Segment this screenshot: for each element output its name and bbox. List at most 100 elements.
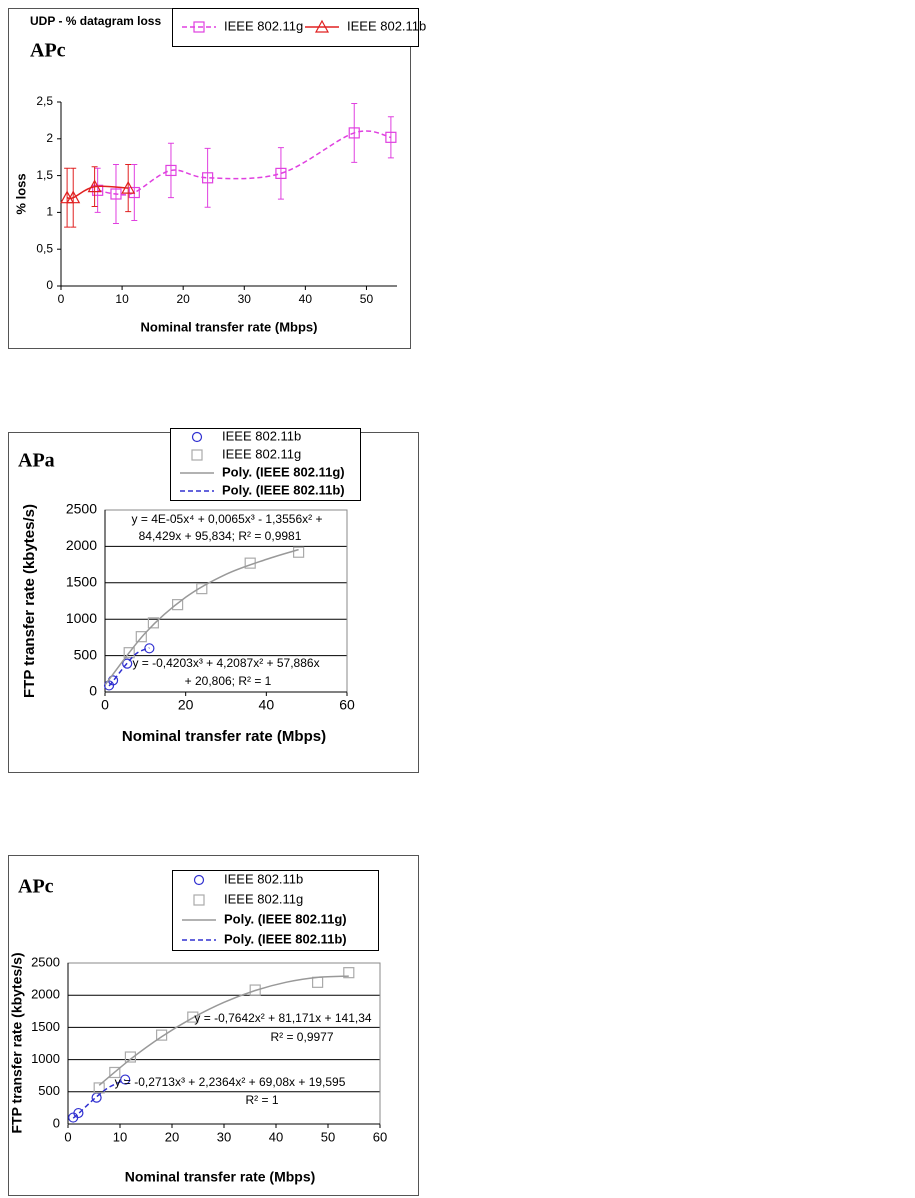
marker-circle [144,643,155,654]
legend-label: IEEE 802.11b [347,18,426,33]
error-bar [125,164,132,213]
legend-label: Poly. (IEEE 802.11g) [222,464,345,479]
marker-square [202,172,214,184]
y-tick-label: 2,5 [36,94,53,108]
y-tick-label: 1000 [66,610,97,626]
legend-marker [193,894,205,906]
x-tick-label: 0 [64,1129,71,1144]
legend-label: Poly. (IEEE 802.11b) [222,482,345,497]
marker-square [135,631,147,643]
series-line [104,548,299,686]
series-line [98,975,349,1086]
marker-square [348,127,360,139]
x-axis-label: Nominal transfer rate (Mbps) [125,1169,316,1185]
y-tick-label: 2 [46,131,53,145]
y-tick-label: 500 [38,1083,60,1098]
x-tick-label: 40 [299,292,313,306]
marker-square [147,617,159,629]
y-tick-label: 2500 [66,501,97,517]
marker-circle [73,1107,84,1119]
error-bar [167,142,174,199]
marker-square [123,647,135,659]
x-axis-label: Nominal transfer rate (Mbps) [141,319,318,334]
x-tick-label: 20 [177,292,191,306]
x-tick-label: 20 [178,697,194,713]
marker-square [172,599,184,611]
legend-label: IEEE 802.11g [222,446,301,461]
legend-box [170,428,361,501]
legend-box [172,8,419,47]
x-tick-label: 0 [101,697,109,713]
marker-square [156,1029,168,1041]
chart-label: APc [18,876,54,898]
trendline-equation: 84,429x + 95,834; R² = 0,9981 [139,529,302,543]
y-axis-label: % loss [13,173,28,214]
legend-marker [193,21,205,33]
marker-square [312,976,324,988]
marker-triangle [121,180,136,194]
error-bar [112,164,119,224]
marker-square [109,1066,121,1079]
y-tick-label: 0 [89,683,97,699]
trendline-equation: y = 4E-05x⁴ + 0,0065x³ - 1,3556x² + [132,512,323,526]
legend-label: Poly. (IEEE 802.11b) [224,931,347,946]
y-tick-label: 2000 [66,537,97,553]
x-tick-label: 50 [321,1129,335,1144]
y-tick-label: 1000 [31,1051,60,1066]
marker-square [187,1011,199,1023]
trendline-equation: y = -0,7642x² + 81,171x + 141,34 [194,1011,371,1025]
marker-square [385,131,397,143]
chart-title: UDP - % datagram loss [30,14,161,28]
x-tick-label: 20 [165,1129,179,1144]
series-line [97,130,392,196]
x-tick-label: 10 [115,292,129,306]
series-line [108,647,150,687]
trendline-equation: R² = 1 [245,1093,278,1107]
y-tick-label: 0 [53,1115,60,1130]
chart-frame [8,855,419,1196]
y-tick-label: 1,5 [36,168,53,182]
y-axis-label: FTP transfer rate (kbytes/s) [9,952,25,1133]
x-tick-label: 60 [373,1129,387,1144]
trendline-equation: y = -0,4203x³ + 4,2087x² + 57,886x [132,656,319,670]
x-tick-label: 0 [58,292,65,306]
legend-marker [191,431,203,443]
marker-square [343,967,355,979]
legend-label: IEEE 802.11g [224,18,303,33]
error-bar [277,147,284,200]
legend-label: IEEE 802.11b [222,428,301,443]
x-tick-label: 40 [259,697,275,713]
y-axis-label: FTP transfer rate (kbytes/s) [21,504,38,698]
legend-label: Poly. (IEEE 802.11g) [224,911,347,926]
error-bar [64,167,71,228]
trendline-equation: + 20,806; R² = 1 [185,674,272,688]
x-tick-label: 50 [360,292,374,306]
marker-circle [120,1074,131,1085]
x-axis-label: Nominal transfer rate (Mbps) [122,728,326,745]
y-tick-label: 1 [46,205,53,219]
marker-square [275,167,287,179]
marker-square [93,1082,105,1094]
y-tick-label: 2000 [31,987,60,1002]
error-bar [70,167,77,228]
y-tick-label: 0 [46,278,53,292]
chart-label: APa [18,450,55,472]
y-tick-label: 500 [74,646,98,662]
error-bar [387,116,394,159]
error-bar [351,102,358,163]
x-tick-label: 30 [217,1129,231,1144]
marker-triangle [66,190,81,204]
trendline-equation: R² = 0,9977 [270,1030,333,1044]
marker-triangle [87,179,102,193]
x-tick-label: 10 [113,1129,127,1144]
error-bar [91,166,98,208]
trendline-equation: y = -0,2713x³ + 2,2364x² + 69,08x + 19,5… [115,1075,346,1089]
x-tick-label: 60 [339,697,355,713]
marker-square [196,583,208,595]
marker-square [110,188,122,200]
error-bar [204,147,211,208]
marker-square [293,546,305,558]
series-line [72,1078,126,1119]
marker-square [249,984,261,996]
